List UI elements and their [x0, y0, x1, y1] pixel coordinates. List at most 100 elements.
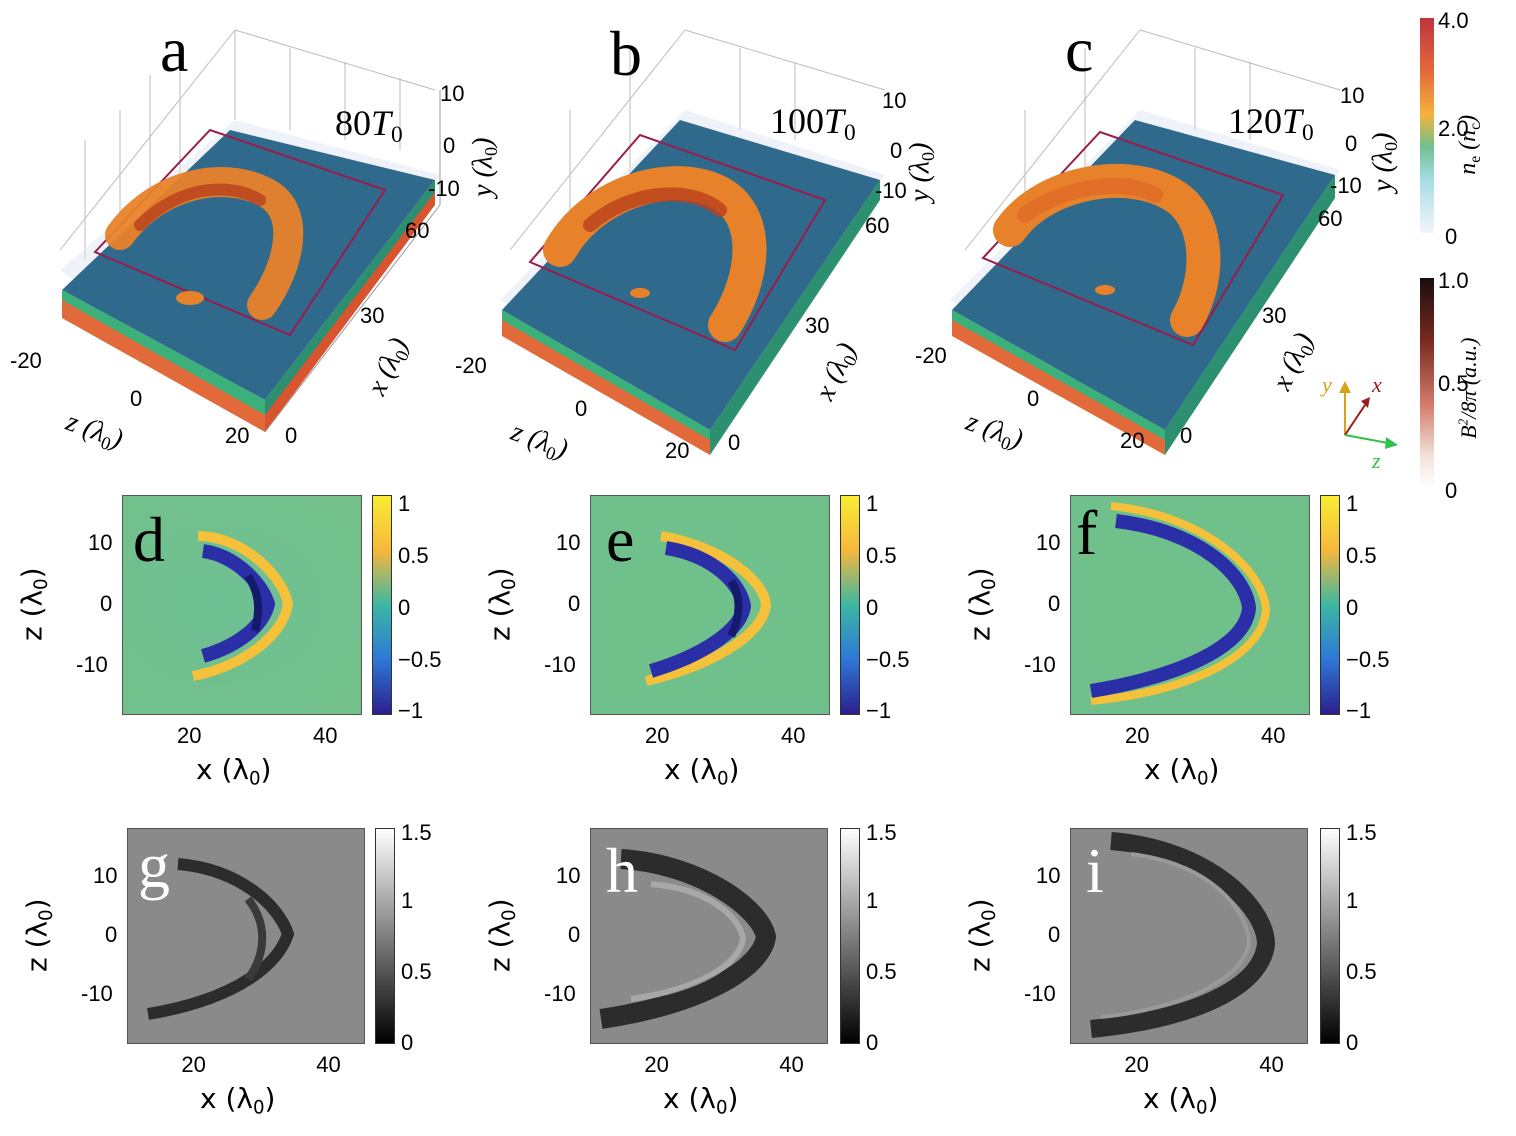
triad-z-label: z	[1372, 448, 1381, 473]
gray-colorbar-tick: 1	[1346, 888, 1359, 913]
b-colorbar-tick: 0	[1445, 478, 1458, 503]
b-colorbar-tick: 0.5	[1438, 371, 1469, 396]
y-tick: 0	[890, 138, 903, 163]
map-z-tick: 0	[1048, 922, 1061, 947]
ne-label-sub: e	[1466, 155, 1484, 163]
time-label: 120T0	[1228, 100, 1314, 147]
map-x-tick: 20	[177, 723, 202, 748]
map-z-tick: -10	[544, 651, 576, 677]
panel-f-map: f	[1070, 495, 1310, 715]
field-colorbar-tick: 0.5	[398, 543, 429, 568]
map-z-label-text: z (λ	[15, 589, 49, 642]
x-tick: 0	[1180, 423, 1193, 448]
gray-colorbar-h	[840, 828, 860, 1044]
map-z-label-sub: 0	[499, 909, 521, 921]
triad-y-label: y	[1322, 372, 1332, 397]
time-value: 120	[1228, 101, 1282, 141]
map-z-label-close: )	[20, 898, 54, 910]
panel-letter: g	[138, 830, 170, 901]
map-z-tick: -10	[1024, 651, 1056, 677]
x-tick: 60	[405, 218, 430, 243]
panel-letter: c	[1065, 14, 1094, 85]
gray-colorbar-tick: 0.5	[401, 959, 432, 984]
map-z-label-close: )	[483, 898, 517, 910]
map-x-tick: 40	[779, 1052, 804, 1077]
gray-colorbar-tick: 0	[401, 1030, 414, 1055]
field-colorbar-tick: 0.5	[866, 543, 897, 568]
z-tick: 0	[130, 386, 143, 411]
z-tick: 20	[665, 438, 690, 463]
map-z-axis-label: z (λ0)	[964, 567, 1000, 641]
map-z-axis-label: z (λ0)	[16, 567, 52, 641]
time-sub: 0	[844, 120, 856, 147]
map-z-label-sub: 0	[499, 578, 521, 590]
map-z-tick: 10	[88, 530, 113, 556]
panel-c: c 120T0 10 0 -10 60 30 0 -20 0 20 y (λ0)…	[905, 0, 1405, 470]
map-x-label-text: x (λ	[663, 1082, 716, 1115]
map-z-tick: 10	[1036, 530, 1061, 556]
field-colorbar-tick: −0.5	[866, 647, 910, 672]
time-sub: 0	[391, 122, 403, 149]
map-z-label-text: z (λ	[963, 920, 997, 973]
panel-c-3d-render	[950, 29, 1341, 455]
field-colorbar-tick: −1	[1346, 698, 1372, 723]
y-tick: 0	[443, 133, 456, 158]
map-z-tick: 0	[105, 922, 118, 947]
map-x-label-close: )	[264, 1082, 276, 1115]
gray-colorbar-tick: 0.5	[866, 959, 897, 984]
axis-triad	[1339, 381, 1398, 449]
panel-letter: a	[160, 14, 189, 85]
field-colorbar-d	[372, 495, 392, 715]
z-tick: 0	[1027, 386, 1040, 411]
panel-i-map: i	[1070, 828, 1308, 1044]
map-x-axis-label: x (λ0)	[664, 753, 739, 789]
panel-h-map: h	[590, 828, 828, 1044]
z-tick: 0	[575, 396, 588, 421]
time-unit: T	[824, 101, 845, 141]
map-x-label-text: x (λ	[196, 753, 249, 786]
ne-colorbar	[1420, 18, 1434, 233]
y-tick: 10	[882, 88, 907, 113]
panel-letter: d	[133, 504, 165, 575]
map-z-tick: 10	[556, 530, 581, 556]
map-x-label-text: x (λ	[664, 753, 717, 786]
field-colorbar-tick: −1	[866, 698, 892, 723]
panel-d-field	[191, 531, 294, 681]
panel-h-render	[599, 849, 777, 1029]
map-z-label-text: z (λ	[963, 589, 997, 642]
y-tick: 0	[1345, 131, 1358, 156]
map-z-tick: 10	[1036, 862, 1061, 888]
map-z-label-text: z (λ	[483, 589, 517, 642]
z-tick: -20	[455, 353, 487, 378]
gray-colorbar-tick: 1.5	[401, 820, 432, 845]
y-tick: -10	[875, 178, 907, 203]
time-value: 100	[770, 101, 824, 141]
panel-e-field	[644, 531, 772, 686]
map-x-tick: 20	[645, 723, 670, 748]
map-x-label-sub: 0	[1195, 1097, 1208, 1119]
x-tick: 30	[1262, 303, 1287, 328]
time-sub: 0	[1302, 120, 1314, 147]
map-x-axis-label: x (λ0)	[1143, 1082, 1218, 1118]
map-z-label-sub: 0	[36, 909, 58, 921]
panel-d-map: d	[122, 495, 362, 715]
panel-letter: b	[610, 18, 642, 89]
map-z-label-close: )	[963, 567, 997, 579]
y-label-close: )	[1367, 132, 1399, 142]
map-z-label-text: z (λ	[483, 920, 517, 973]
map-z-label-close: )	[963, 898, 997, 910]
field-colorbar-tick: −0.5	[398, 647, 442, 672]
z-tick: 20	[225, 423, 250, 448]
field-colorbar-tick: 1	[398, 491, 411, 516]
time-value: 80	[335, 103, 371, 143]
gray-colorbar-i	[1320, 828, 1340, 1044]
map-x-label-close: )	[727, 1082, 739, 1115]
map-z-label-sub: 0	[979, 578, 1001, 590]
map-z-tick: 0	[100, 591, 113, 616]
ne-label-text: n	[1455, 162, 1482, 175]
gray-colorbar-tick: 1	[401, 888, 414, 913]
map-x-tick: 20	[181, 1052, 206, 1077]
map-x-label-sub: 0	[1196, 768, 1209, 790]
gray-colorbar-tick: 1	[866, 888, 879, 913]
x-tick: 30	[805, 313, 830, 338]
